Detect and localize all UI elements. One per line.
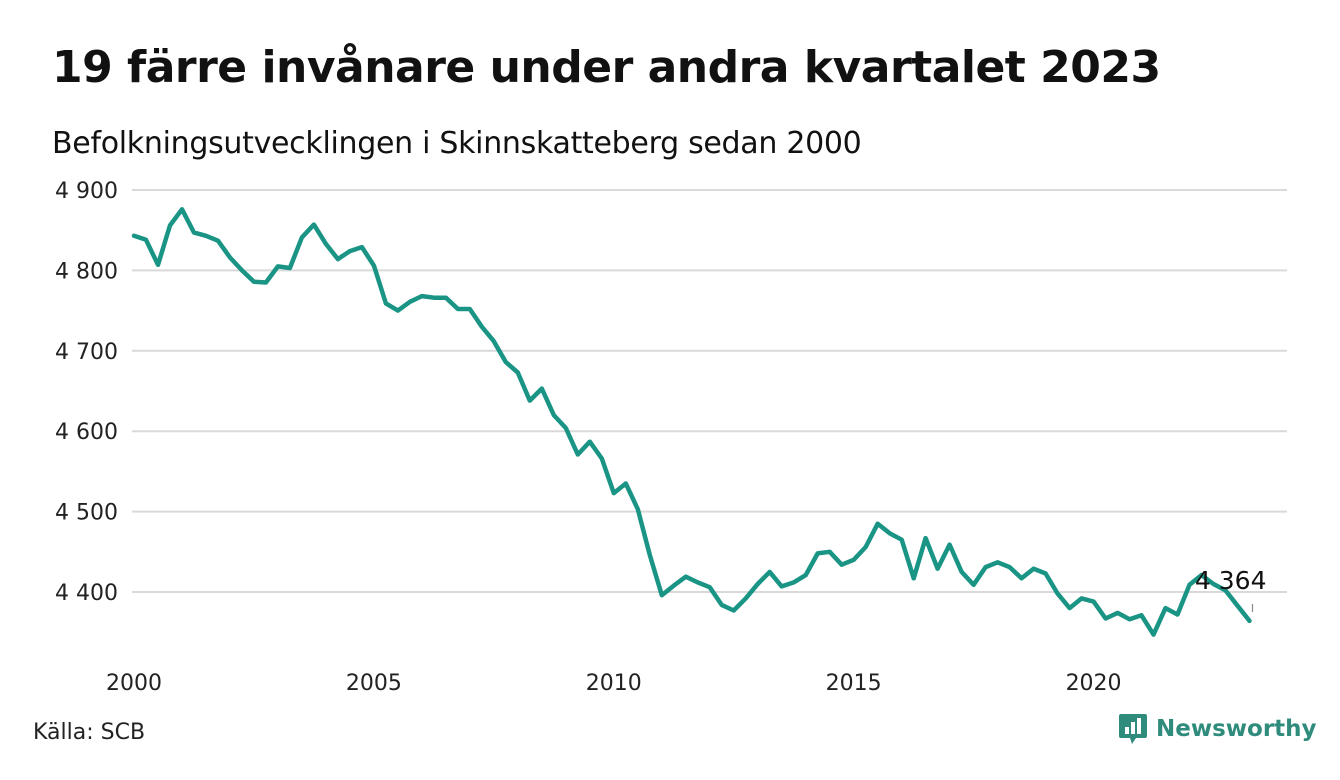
y-tick-label: 4 400 [55, 581, 118, 606]
end-value-label-group: 4 364 [1195, 566, 1267, 612]
chart-title: 19 färre invånare under andra kvartalet … [52, 42, 1161, 93]
brand-name: Newsworthy [1156, 716, 1317, 742]
y-axis-ticks: 4 400 4 500 4 600 4 700 4 800 4 900 [55, 179, 118, 606]
series-line [131, 207, 1252, 637]
gridlines [132, 189, 1287, 593]
x-axis-ticks: 2000 2005 2010 2015 2020 [106, 671, 1122, 696]
y-tick-label: 4 800 [55, 259, 118, 284]
newsworthy-logo-icon [1119, 714, 1147, 744]
y-tick-label: 4 700 [55, 340, 118, 365]
x-tick-label: 2000 [106, 671, 162, 696]
chart-subtitle: Befolkningsutvecklingen i Skinnskatteber… [52, 126, 862, 161]
y-tick-label: 4 600 [55, 420, 118, 445]
x-tick-label: 2005 [346, 671, 402, 696]
y-tick-label: 4 900 [55, 179, 118, 204]
x-tick-label: 2010 [586, 671, 642, 696]
y-tick-label: 4 500 [55, 501, 118, 526]
x-tick-label: 2020 [1066, 671, 1122, 696]
end-value-label: 4 364 [1195, 566, 1267, 595]
source-note: Källa: SCB [33, 720, 146, 745]
newsworthy-brand[interactable]: Newsworthy [1118, 712, 1317, 746]
x-tick-label: 2015 [826, 671, 882, 696]
population-line [131, 207, 1252, 637]
